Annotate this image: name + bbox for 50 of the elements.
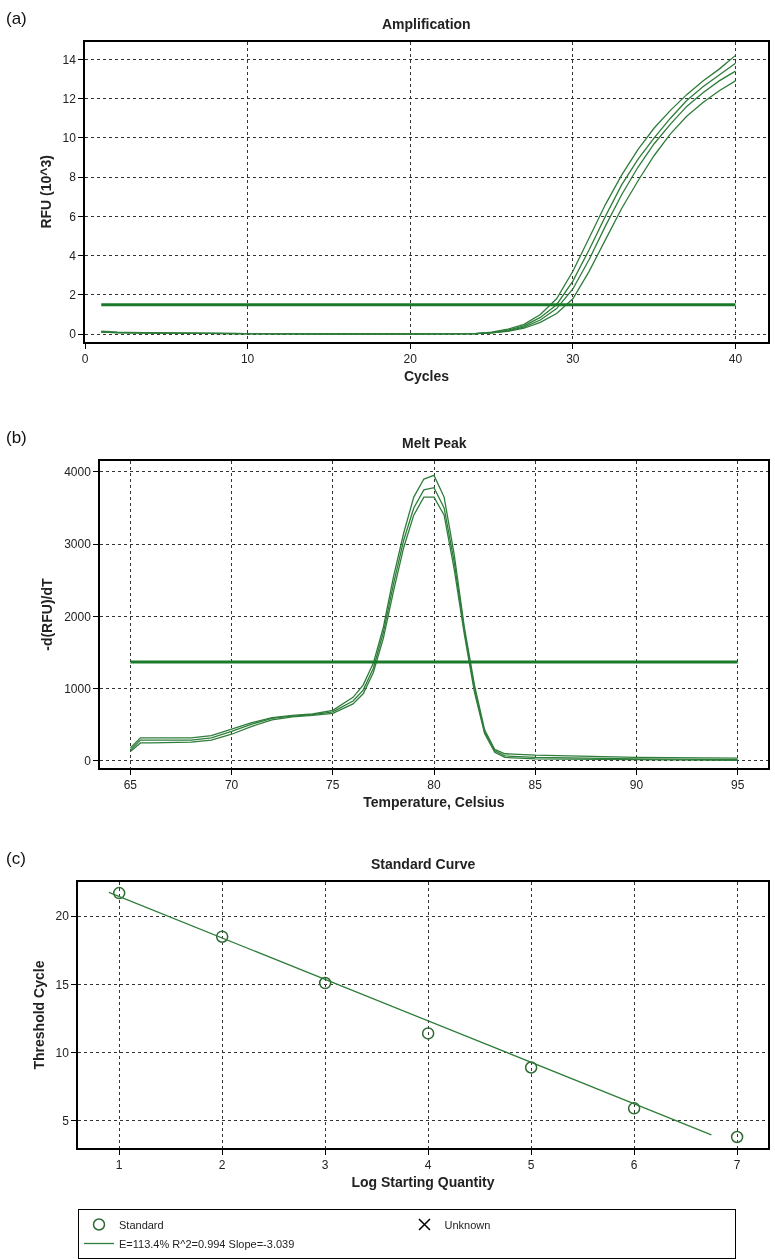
y-tick-label: 8 [69,170,77,185]
x-tick-label: 1 [115,1158,123,1173]
x-tick-label: 65 [123,778,138,793]
y-tick-label: 4 [69,248,77,263]
y-tick-label: 15 [55,977,70,992]
x-tick-label: 70 [224,778,239,793]
x-axis-title: Temperature, Celsius [363,794,505,811]
chart-title: Melt Peak [402,435,467,451]
x-tick-label: 75 [326,778,340,793]
text: (a) [6,9,27,28]
x-tick-label: 20 [403,352,418,367]
x-tick-label: 90 [629,778,644,793]
x-tick-label: 5 [527,1158,535,1173]
x-tick-label: 80 [427,778,441,793]
y-tick-label: 10 [62,131,77,146]
legend-label: E=113.4% R^2=0.994 Slope=-3.039 [119,1237,295,1250]
x-tick-label: 95 [730,778,745,793]
y-tick-label: 4000 [64,464,92,479]
x-tick-label: 2 [218,1158,226,1173]
x-tick-label: 6 [630,1158,638,1173]
x-tick-label: 30 [566,352,580,367]
text: (c) [6,849,26,868]
y-tick-label: 2000 [64,609,92,624]
y-axis-title: RFU (10^3) [37,155,54,229]
y-tick-label: 12 [62,91,77,106]
x-tick-label: 10 [240,352,255,367]
y-tick-label: 3000 [64,537,92,552]
x-tick-label: 4 [424,1158,432,1173]
x-tick-label: 7 [733,1158,741,1173]
legend-label: Unknown [444,1218,491,1231]
y-tick-label: 10 [55,1045,70,1060]
chart-title: Standard Curve [371,856,476,872]
text: (b) [6,428,27,447]
y-tick-label: 6 [69,209,77,224]
y-tick-label: 14 [62,52,77,67]
y-tick-label: 2 [69,288,77,303]
chart-title: Amplification [382,16,471,32]
y-axis-title: Threshold Cycle [30,960,47,1070]
legend-label: Standard [119,1218,164,1231]
x-tick-label: 40 [728,352,743,367]
x-tick-label: 85 [528,778,543,793]
x-tick-label: 3 [321,1158,329,1173]
y-tick-label: 0 [69,327,77,342]
y-tick-label: 0 [84,754,92,769]
x-axis-title: Log Starting Quantity [351,1173,495,1190]
y-tick-label: 1000 [64,681,92,696]
y-tick-label: 20 [55,909,70,924]
x-axis-title: Cycles [403,367,450,384]
y-axis-title: -d(RFU)/dT [39,577,56,651]
y-tick-label: 5 [62,1113,70,1128]
